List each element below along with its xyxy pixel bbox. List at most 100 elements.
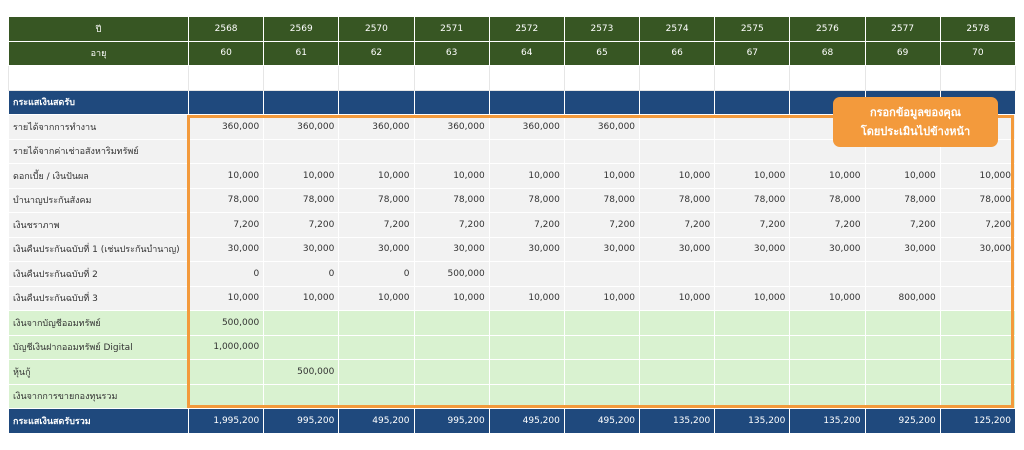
value-cell[interactable] [789, 383, 866, 409]
value-cell[interactable]: 10,000 [714, 163, 791, 189]
value-cell[interactable]: 30,000 [488, 236, 565, 262]
value-cell[interactable] [714, 114, 791, 140]
value-cell[interactable] [639, 261, 716, 287]
value-cell[interactable]: 500,000 [413, 261, 490, 287]
value-cell[interactable]: 7,200 [639, 212, 716, 238]
value-cell[interactable]: 78,000 [789, 187, 866, 213]
value-cell[interactable]: 360,000 [563, 114, 641, 140]
value-cell[interactable]: 10,000 [338, 285, 415, 311]
value-cell[interactable] [714, 138, 791, 164]
value-cell[interactable]: 10,000 [639, 163, 716, 189]
value-cell[interactable] [413, 359, 490, 385]
value-cell[interactable] [864, 334, 941, 360]
value-cell[interactable] [939, 310, 1017, 336]
value-cell[interactable]: 7,200 [939, 212, 1017, 238]
value-cell[interactable]: 10,000 [338, 163, 415, 189]
value-cell[interactable]: 78,000 [413, 187, 490, 213]
value-cell[interactable]: 7,200 [488, 212, 565, 238]
value-cell[interactable] [939, 359, 1017, 385]
value-cell[interactable] [639, 114, 716, 140]
value-cell[interactable]: 10,000 [263, 163, 340, 189]
value-cell[interactable] [563, 261, 641, 287]
value-cell[interactable] [338, 310, 415, 336]
value-cell[interactable]: 78,000 [864, 187, 941, 213]
value-cell[interactable] [338, 138, 415, 164]
value-cell[interactable] [563, 383, 641, 409]
value-cell[interactable]: 10,000 [413, 163, 490, 189]
value-cell[interactable]: 7,200 [338, 212, 415, 238]
value-cell[interactable]: 10,000 [864, 163, 941, 189]
value-cell[interactable]: 10,000 [789, 163, 866, 189]
value-cell[interactable] [338, 334, 415, 360]
value-cell[interactable]: 10,000 [563, 285, 641, 311]
value-cell[interactable]: 10,000 [714, 285, 791, 311]
value-cell[interactable] [413, 310, 490, 336]
value-cell[interactable]: 78,000 [488, 187, 565, 213]
value-cell[interactable]: 78,000 [187, 187, 265, 213]
value-cell[interactable]: 30,000 [639, 236, 716, 262]
value-cell[interactable]: 7,200 [187, 212, 265, 238]
value-cell[interactable]: 30,000 [563, 236, 641, 262]
value-cell[interactable]: 7,200 [263, 212, 340, 238]
value-cell[interactable]: 30,000 [789, 236, 866, 262]
value-cell[interactable]: 7,200 [563, 212, 641, 238]
value-cell[interactable]: 30,000 [413, 236, 490, 262]
value-cell[interactable]: 78,000 [639, 187, 716, 213]
value-cell[interactable]: 10,000 [939, 163, 1017, 189]
value-cell[interactable] [263, 334, 340, 360]
value-cell[interactable]: 1,000,000 [187, 334, 265, 360]
value-cell[interactable] [789, 261, 866, 287]
value-cell[interactable] [864, 310, 941, 336]
value-cell[interactable] [563, 359, 641, 385]
value-cell[interactable]: 360,000 [488, 114, 565, 140]
value-cell[interactable]: 78,000 [939, 187, 1017, 213]
value-cell[interactable] [714, 359, 791, 385]
value-cell[interactable]: 7,200 [864, 212, 941, 238]
value-cell[interactable] [263, 310, 340, 336]
value-cell[interactable]: 7,200 [714, 212, 791, 238]
value-cell[interactable] [413, 138, 490, 164]
value-cell[interactable] [639, 383, 716, 409]
value-cell[interactable]: 0 [338, 261, 415, 287]
value-cell[interactable]: 10,000 [263, 285, 340, 311]
value-cell[interactable] [563, 310, 641, 336]
value-cell[interactable] [639, 359, 716, 385]
value-cell[interactable]: 360,000 [413, 114, 490, 140]
value-cell[interactable]: 10,000 [413, 285, 490, 311]
value-cell[interactable] [488, 383, 565, 409]
value-cell[interactable] [413, 334, 490, 360]
value-cell[interactable]: 360,000 [187, 114, 265, 140]
value-cell[interactable] [939, 261, 1017, 287]
value-cell[interactable]: 78,000 [714, 187, 791, 213]
value-cell[interactable]: 500,000 [263, 359, 340, 385]
value-cell[interactable] [187, 383, 265, 409]
value-cell[interactable] [939, 285, 1017, 311]
value-cell[interactable]: 78,000 [338, 187, 415, 213]
value-cell[interactable]: 10,000 [187, 163, 265, 189]
value-cell[interactable] [639, 334, 716, 360]
value-cell[interactable] [714, 261, 791, 287]
value-cell[interactable] [563, 334, 641, 360]
value-cell[interactable] [338, 359, 415, 385]
value-cell[interactable] [488, 359, 565, 385]
value-cell[interactable] [187, 138, 265, 164]
value-cell[interactable] [864, 383, 941, 409]
value-cell[interactable] [864, 261, 941, 287]
value-cell[interactable]: 7,200 [413, 212, 490, 238]
value-cell[interactable] [939, 383, 1017, 409]
value-cell[interactable] [338, 383, 415, 409]
value-cell[interactable]: 30,000 [338, 236, 415, 262]
value-cell[interactable]: 30,000 [263, 236, 340, 262]
value-cell[interactable] [939, 334, 1017, 360]
value-cell[interactable] [789, 359, 866, 385]
value-cell[interactable]: 10,000 [187, 285, 265, 311]
value-cell[interactable] [488, 310, 565, 336]
value-cell[interactable]: 800,000 [864, 285, 941, 311]
value-cell[interactable]: 30,000 [864, 236, 941, 262]
value-cell[interactable]: 360,000 [338, 114, 415, 140]
value-cell[interactable] [263, 383, 340, 409]
value-cell[interactable]: 360,000 [263, 114, 340, 140]
value-cell[interactable] [187, 359, 265, 385]
value-cell[interactable]: 7,200 [789, 212, 866, 238]
value-cell[interactable] [714, 310, 791, 336]
